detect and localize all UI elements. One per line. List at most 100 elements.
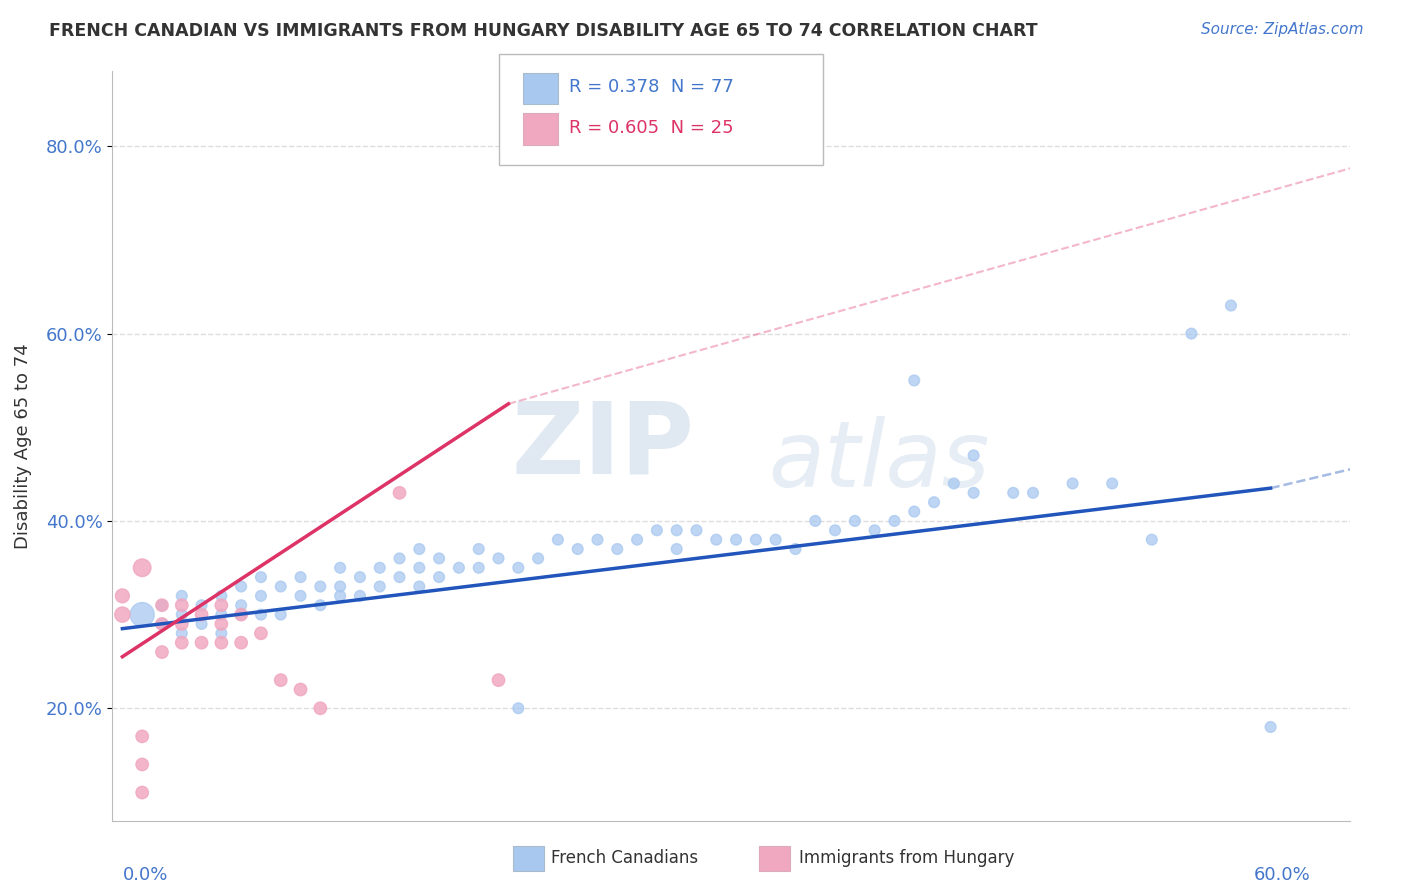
Point (508, 561, 530, 575)
Point (250, 589, 273, 603)
Point (408, 561, 430, 575)
Point (785, 542, 807, 557)
Point (1260, 720, 1282, 734)
Text: French Canadians: French Canadians (551, 849, 699, 867)
Point (231, 607, 253, 622)
Point (150, 599, 173, 613)
Point (309, 701, 332, 715)
Point (309, 599, 332, 613)
Point (190, 607, 212, 622)
Point (962, 486, 984, 500)
Point (231, 607, 253, 622)
Point (209, 635, 232, 649)
Point (1062, 476, 1084, 491)
Point (209, 589, 232, 603)
Point (1180, 326, 1202, 341)
Point (626, 533, 648, 547)
Point (270, 607, 292, 622)
Point (685, 523, 707, 537)
Point (447, 561, 470, 575)
Point (368, 580, 391, 594)
Point (844, 514, 866, 528)
Point (488, 673, 510, 688)
Point (349, 589, 371, 603)
Point (942, 476, 965, 491)
Point (388, 551, 411, 566)
Point (765, 533, 787, 547)
Point (903, 505, 925, 519)
Point (883, 514, 905, 528)
Point (665, 542, 688, 557)
Point (1140, 533, 1163, 547)
Point (190, 635, 212, 649)
Point (150, 645, 173, 659)
Point (170, 589, 193, 603)
Point (606, 542, 628, 557)
Point (467, 561, 489, 575)
Point (270, 580, 292, 594)
Point (250, 607, 273, 622)
Point (231, 580, 253, 594)
Point (250, 570, 273, 584)
Point (488, 551, 510, 566)
Point (665, 523, 688, 537)
Point (388, 486, 411, 500)
Point (1220, 298, 1243, 313)
Point (527, 551, 550, 566)
Point (131, 561, 153, 575)
Point (1002, 486, 1025, 500)
Point (209, 626, 232, 640)
Point (131, 607, 153, 622)
Point (745, 533, 768, 547)
Point (270, 673, 292, 688)
Point (567, 542, 589, 557)
Point (309, 580, 332, 594)
Text: Source: ZipAtlas.com: Source: ZipAtlas.com (1201, 22, 1364, 37)
Point (922, 495, 945, 509)
Point (111, 607, 134, 622)
Point (645, 523, 668, 537)
Point (170, 635, 193, 649)
Point (329, 561, 352, 575)
Text: FRENCH CANADIAN VS IMMIGRANTS FROM HUNGARY DISABILITY AGE 65 TO 74 CORRELATION C: FRENCH CANADIAN VS IMMIGRANTS FROM HUNGA… (49, 22, 1038, 40)
Point (388, 570, 411, 584)
Text: 60.0%: 60.0% (1253, 865, 1310, 884)
Point (804, 514, 827, 528)
Point (131, 786, 153, 800)
Point (170, 599, 193, 613)
Text: atlas: atlas (768, 416, 990, 506)
Point (824, 523, 846, 537)
Point (190, 599, 212, 613)
Point (903, 374, 925, 388)
Point (111, 589, 134, 603)
Text: 0.0%: 0.0% (122, 865, 167, 884)
Point (427, 551, 450, 566)
Point (170, 617, 193, 632)
Point (427, 570, 450, 584)
Text: ZIP: ZIP (512, 398, 695, 494)
Point (1022, 486, 1045, 500)
Point (368, 561, 391, 575)
Point (150, 617, 173, 632)
Text: R = 0.605  N = 25: R = 0.605 N = 25 (569, 119, 734, 136)
Point (329, 580, 352, 594)
Point (725, 533, 748, 547)
Point (290, 682, 312, 697)
Point (131, 730, 153, 744)
Point (547, 533, 569, 547)
Point (150, 599, 173, 613)
Point (131, 757, 153, 772)
Point (863, 523, 886, 537)
Point (209, 617, 232, 632)
Point (408, 542, 430, 557)
Text: R = 0.378  N = 77: R = 0.378 N = 77 (569, 78, 734, 96)
Point (1101, 476, 1123, 491)
Point (586, 533, 609, 547)
Point (290, 570, 312, 584)
Point (329, 589, 352, 603)
Point (231, 599, 253, 613)
Point (962, 449, 984, 463)
Text: Immigrants from Hungary: Immigrants from Hungary (799, 849, 1014, 867)
Point (209, 599, 232, 613)
Point (190, 617, 212, 632)
